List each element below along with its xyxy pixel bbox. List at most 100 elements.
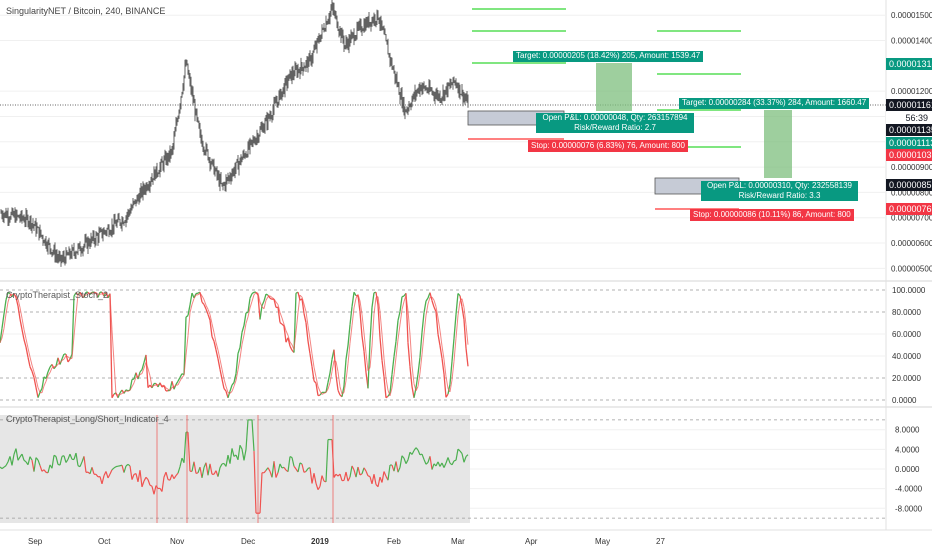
stoch-k-segment <box>327 372 331 383</box>
stoch-k-segment <box>457 293 461 297</box>
stoch-d-segment <box>283 324 287 331</box>
stoch-d-segment <box>313 367 317 378</box>
stoch-d-segment <box>25 338 29 349</box>
stoch-indicator-title[interactable]: CryptoTherapist_Stoch_2 <box>6 290 109 300</box>
stoch-d-segment <box>141 367 145 374</box>
stoch-k-segment <box>451 338 455 362</box>
stoch-k-segment <box>235 353 239 374</box>
position1-target-label[interactable]: Target: 0.00000205 (18.42%) 205, Amount:… <box>513 51 704 62</box>
ls-series <box>0 419 469 514</box>
ls-segment <box>141 480 145 488</box>
stoch-k-segment <box>461 306 465 320</box>
stoch-gridlines <box>0 289 886 401</box>
stoch-d-segment <box>419 354 423 374</box>
stoch-d-segment <box>379 311 383 335</box>
stoch-k-segment <box>409 366 413 387</box>
ls-segment <box>395 461 399 473</box>
ls-segment <box>251 419 255 452</box>
ls-shaded-region <box>0 415 470 523</box>
stoch-k-segment <box>381 360 385 377</box>
position1-stop-label[interactable]: Stop: 0.00000076 (6.83%) 76, Amount: 800 <box>528 140 688 152</box>
ls-segment <box>287 456 291 472</box>
price-tick-label: 0.00000700 <box>891 214 932 223</box>
ls-segment <box>407 452 411 460</box>
stoch-d-segment <box>31 364 35 373</box>
ls-axis-ticks: 8.0000 4.0000 0.0000 -4.0000 -8.0000 <box>895 426 923 514</box>
stoch-d-segment <box>217 349 221 360</box>
stoch-d-segment <box>431 296 435 301</box>
stoch-d-segment <box>207 309 211 315</box>
stoch-d-segment <box>59 360 63 364</box>
ls-segment <box>59 456 63 466</box>
chart-title: SingularityNET / Bitcoin, 240, BINANCE <box>6 6 166 16</box>
stoch-k-segment <box>419 332 423 358</box>
stoch-d-segment <box>445 376 449 389</box>
stoch-d-segment <box>149 375 153 387</box>
stoch-k-segment <box>391 356 395 375</box>
stoch-k-segment <box>315 383 319 396</box>
position2-stop-label[interactable]: Stop: 0.00000086 (10.11%) 86, Amount: 80… <box>690 209 854 221</box>
stoch-d-segment <box>213 332 217 343</box>
stoch-k-segment <box>465 347 469 367</box>
ls-segment <box>47 464 51 473</box>
stoch-d-segment <box>267 295 271 298</box>
position1-profit-zone[interactable] <box>596 63 632 111</box>
stoch-k-segment <box>335 374 339 391</box>
stoch-d-segment <box>397 324 401 340</box>
ls-segment <box>447 457 451 464</box>
stoch-k-segment <box>257 295 261 320</box>
stoch-d-segment <box>219 359 223 370</box>
price-tick-label: 0.00001500 <box>891 11 932 20</box>
stoch-d-segment <box>441 345 445 360</box>
ls-segment <box>423 459 427 465</box>
stoch-k-segment <box>125 389 129 392</box>
ls-segment <box>175 472 179 476</box>
ls-segment <box>143 476 147 482</box>
stoch-d-segment <box>339 386 343 395</box>
stoch-k-segment <box>211 336 215 342</box>
stoch-k-segment <box>249 293 253 299</box>
position2-target-label[interactable]: Target: 0.00000284 (33.37%) 284, Amount:… <box>679 98 870 109</box>
stoch-k-segment <box>347 324 351 346</box>
stoch-k-segment <box>273 299 277 308</box>
position2-profit-zone[interactable] <box>764 110 792 178</box>
stoch-d-segment <box>239 344 243 359</box>
ls-segment <box>311 473 315 484</box>
position2-open-pnl-text: Open P&L: 0.00000310, Qty: 232558139 <box>706 181 852 190</box>
ls-segment <box>147 479 151 486</box>
stoch-d-segment <box>407 310 411 335</box>
ls-segment <box>3 465 7 468</box>
price-tick-label: 0.00000500 <box>891 264 932 273</box>
ls-segment <box>377 476 381 487</box>
stoch-d-segment <box>57 362 61 365</box>
stoch-d-segment <box>465 324 469 345</box>
stoch-d-segment <box>221 368 225 380</box>
stoch-d-segment <box>231 386 235 392</box>
ls-segment <box>291 457 295 467</box>
stoch-d-segment <box>229 391 233 394</box>
stoch-d-segment <box>177 380 181 386</box>
stoch-k-segment <box>369 307 373 343</box>
ls-segment <box>111 467 115 471</box>
ls-tick-label: -8.0000 <box>895 504 923 513</box>
ls-indicator-title[interactable]: CryptoTherapist_Long/Short_Indicator_4 <box>6 414 169 424</box>
stoch-k-segment <box>435 311 439 335</box>
ls-segment <box>165 471 169 480</box>
ls-segment <box>373 474 377 485</box>
stoch-d-segment <box>9 293 13 296</box>
stoch-k-segment <box>221 379 225 389</box>
stoch-d-segment <box>185 335 189 356</box>
ls-segment <box>405 459 409 464</box>
ls-segment <box>299 462 303 465</box>
ls-segment <box>315 483 319 490</box>
stoch-k-segment <box>187 304 191 316</box>
price-badge-stop1: 0.00001037 <box>886 149 932 161</box>
stoch-d-segment <box>297 295 301 313</box>
position1-open-pnl-label[interactable]: Open P&L: 0.00000048, Qty: 263157894 Ris… <box>536 113 694 133</box>
stoch-d-segment <box>251 294 255 302</box>
stoch-d-segment <box>303 304 307 312</box>
position2-open-pnl-label[interactable]: Open P&L: 0.00000310, Qty: 232558139 Ris… <box>701 181 858 201</box>
ls-segment <box>121 465 125 473</box>
